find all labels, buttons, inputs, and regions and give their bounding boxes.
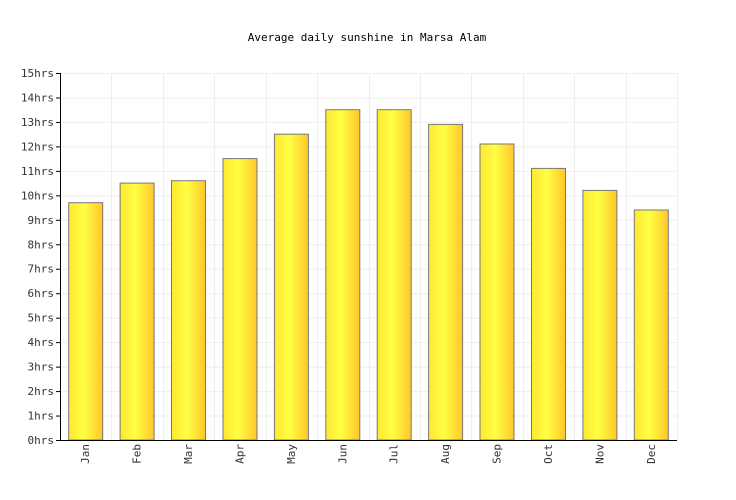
chart-title: Average daily sunshine in Marsa Alam xyxy=(248,31,487,44)
x-tick-label: Mar xyxy=(182,444,195,464)
y-tick-label: 3hrs xyxy=(28,361,55,374)
y-tick-label: 4hrs xyxy=(28,336,55,349)
y-tick-label: 10hrs xyxy=(21,189,54,202)
bar-jun xyxy=(325,109,361,441)
x-tick-label: Jul xyxy=(388,444,401,464)
bar-nov xyxy=(582,189,618,441)
y-tick-label: 11hrs xyxy=(21,165,54,178)
y-tick-labels: 0hrs 1hrs 2hrs 3hrs 4hrs 5hrs 6hrs 7hrs 8hrs 9hrs… xyxy=(21,67,54,447)
y-tick-label: 7hrs xyxy=(28,263,55,276)
y-tick-label: 2hrs xyxy=(28,385,55,398)
x-tick-label: Dec xyxy=(645,444,658,464)
x-tick-label: Apr xyxy=(234,444,247,464)
bar-apr xyxy=(222,158,258,441)
y-tick-label: 5hrs xyxy=(28,312,55,325)
x-tick-label: Jun xyxy=(336,444,349,464)
grid-lines xyxy=(60,73,678,441)
y-tick-label: 15hrs xyxy=(21,67,54,80)
bar-oct xyxy=(531,167,566,441)
bar-jul xyxy=(376,109,412,441)
y-tick-label: 1hrs xyxy=(28,410,55,423)
bar-mar xyxy=(171,180,206,441)
y-tick-label: 8hrs xyxy=(28,238,55,251)
y-tick-label: 0hrs xyxy=(28,434,55,447)
x-tick-label: Sep xyxy=(491,444,504,464)
bar-may xyxy=(273,133,309,441)
bar-feb xyxy=(119,182,155,441)
y-tick-label: 14hrs xyxy=(21,91,54,104)
axes xyxy=(56,73,677,441)
bar-aug xyxy=(428,123,464,441)
y-tick-label: 6hrs xyxy=(28,287,55,300)
bars xyxy=(68,109,669,441)
x-tick-labels: Jan Feb Mar Apr May Jun Jul Aug Sep Oct Nov Dec xyxy=(79,444,658,464)
x-tick-label: Jan xyxy=(79,444,92,464)
y-tick-label: 9hrs xyxy=(28,214,55,227)
y-tick-label: 12hrs xyxy=(21,140,54,153)
bar-sep xyxy=(479,143,515,441)
bar-dec xyxy=(633,209,669,441)
x-tick-label: Feb xyxy=(131,444,144,464)
y-tick-label: 13hrs xyxy=(21,116,54,129)
x-tick-label: May xyxy=(285,444,298,464)
x-tick-label: Aug xyxy=(439,444,452,464)
bar-jan xyxy=(68,202,104,441)
x-tick-label: Nov xyxy=(593,444,606,464)
x-tick-label: Oct xyxy=(542,444,555,464)
